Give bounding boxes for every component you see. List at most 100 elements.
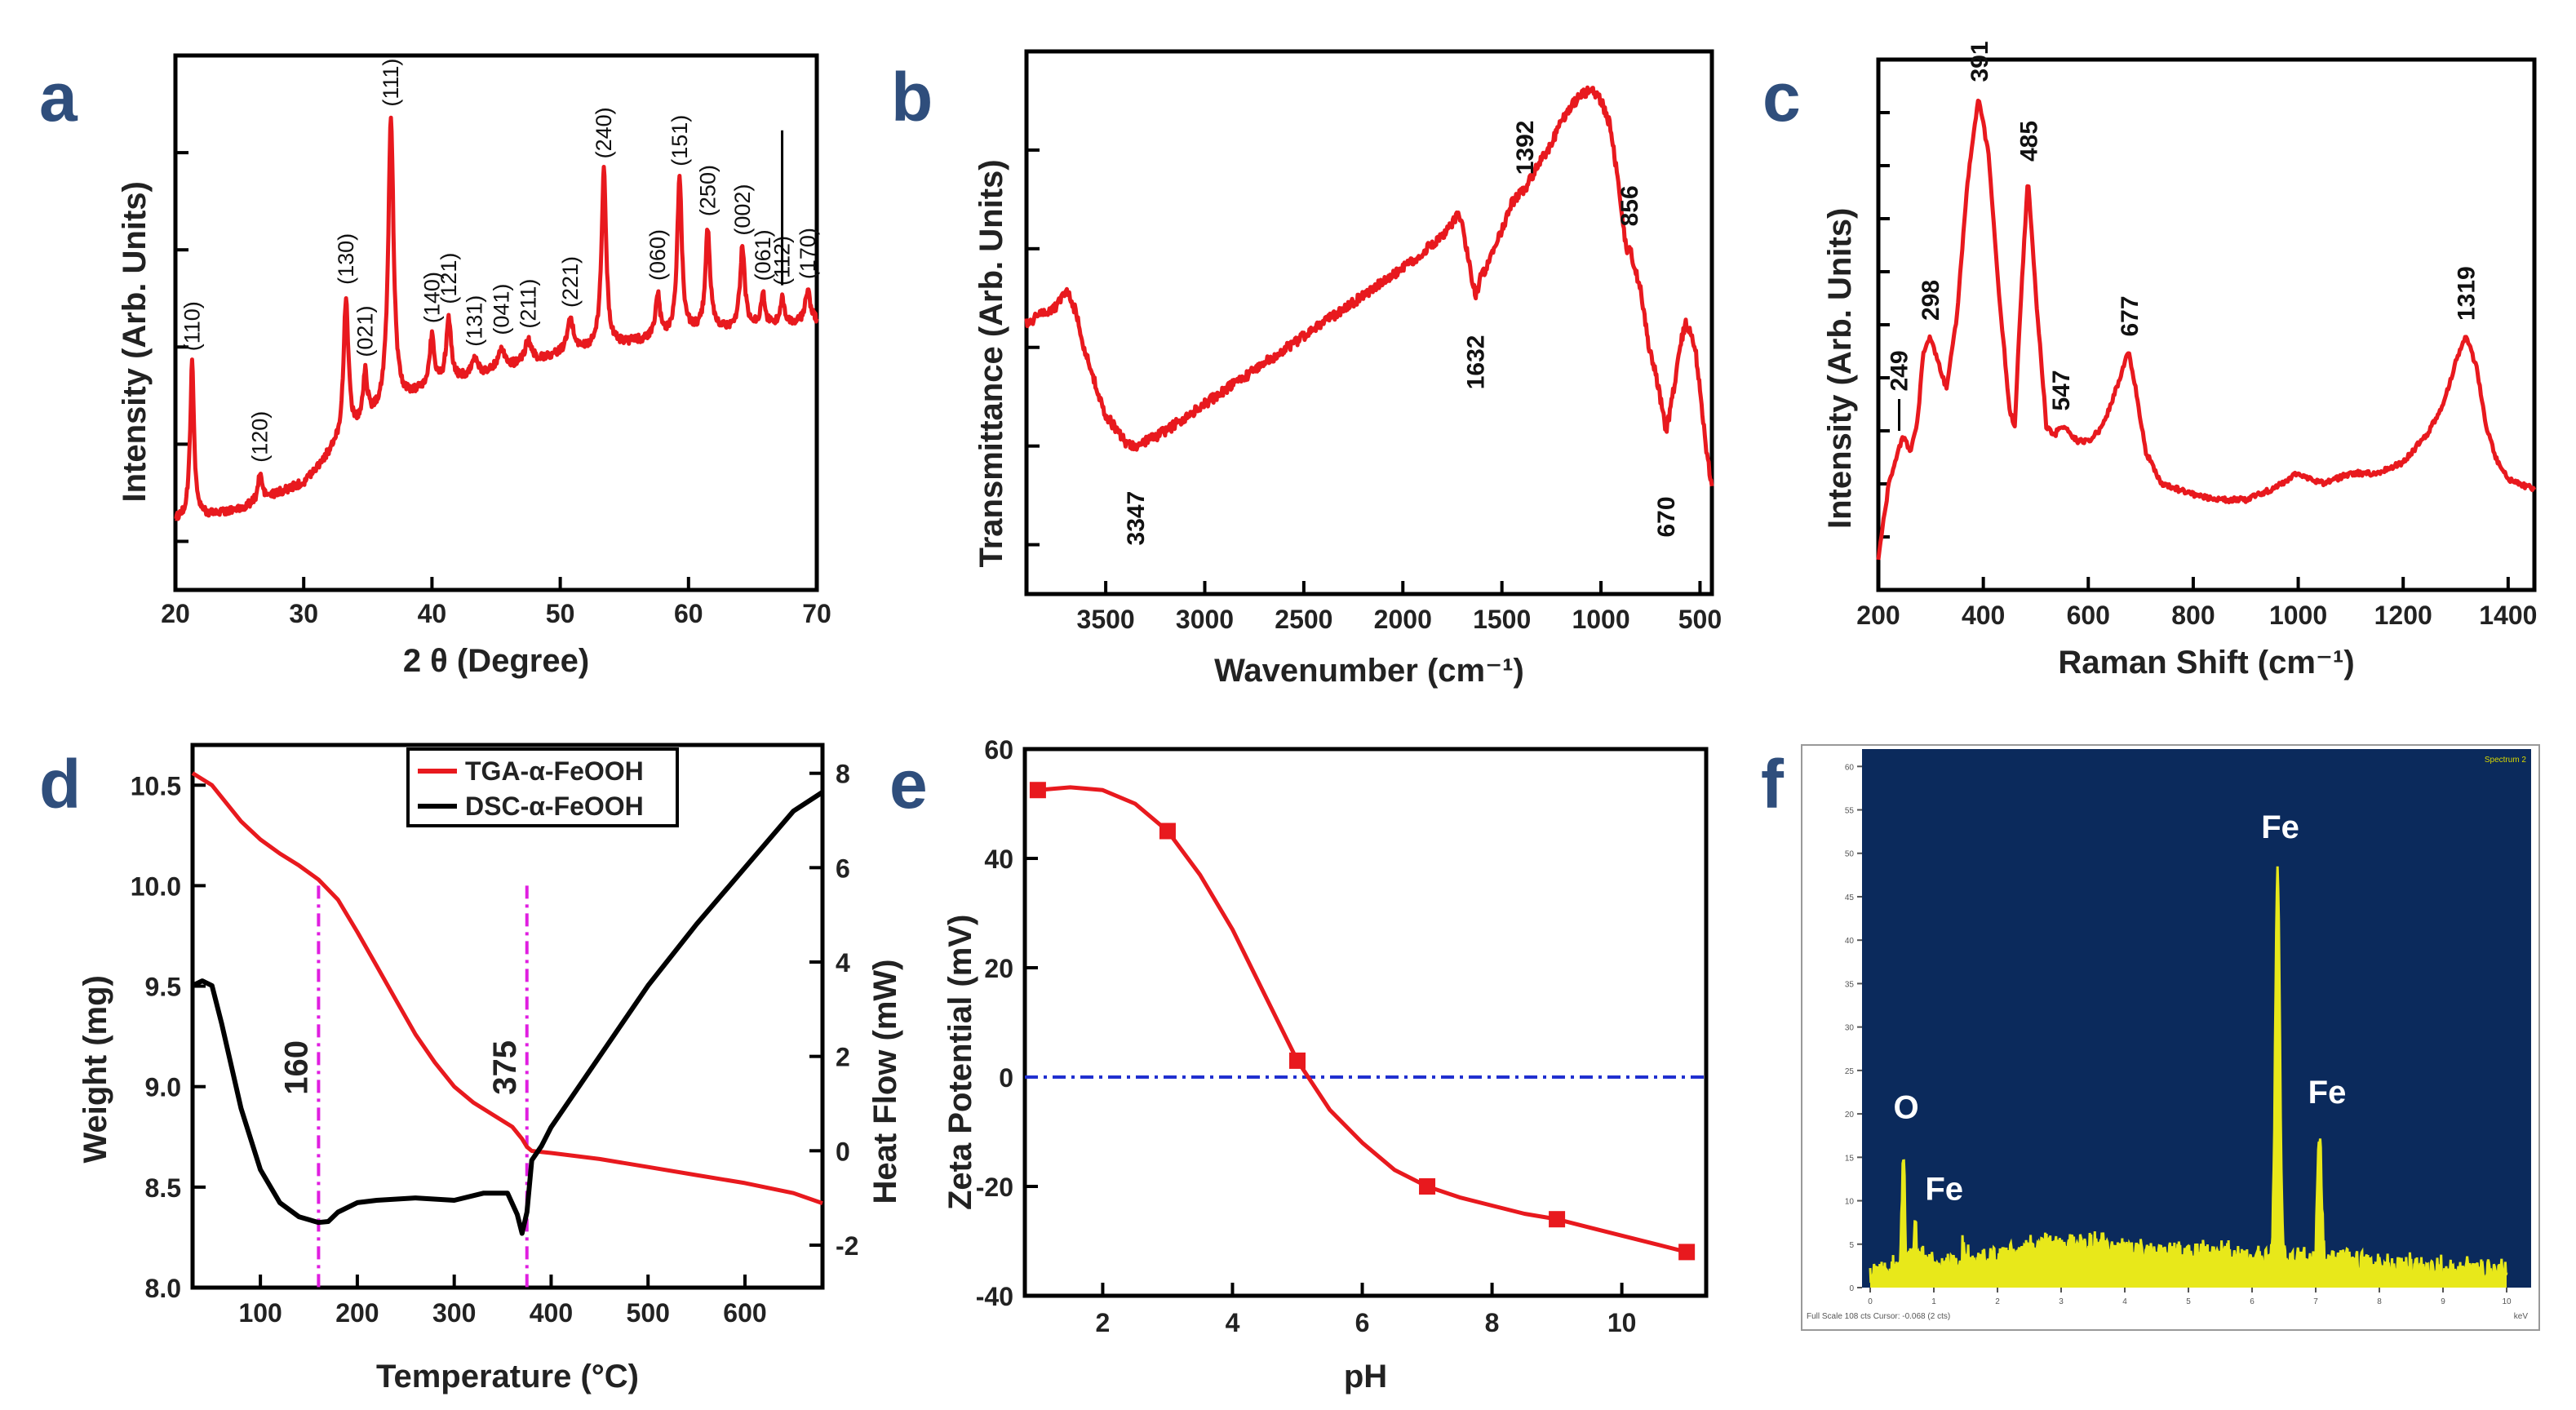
peak-label: (151) <box>667 115 692 166</box>
x-tick-label: 6 <box>2250 1297 2255 1306</box>
y-tick-label: 60 <box>984 735 1013 765</box>
x-tick-label: 2000 <box>1374 605 1432 634</box>
panel-label: d <box>39 746 81 822</box>
peak-label: 547 <box>2048 370 2075 410</box>
x-tick-label: 70 <box>802 599 831 628</box>
x-tick-label: 3000 <box>1176 605 1234 634</box>
y-tick-label: -40 <box>976 1282 1013 1311</box>
xrd-pattern-line <box>174 115 819 521</box>
panel-label: f <box>1761 746 1785 822</box>
x-tick-label: 500 <box>627 1298 670 1328</box>
panel-label: c <box>1762 59 1801 135</box>
x-tick-label: 5 <box>2186 1297 2191 1306</box>
x-tick-label: 1400 <box>2479 601 2537 630</box>
x-tick-label: 0 <box>1868 1297 1873 1306</box>
x-tick-label: 4 <box>2122 1297 2127 1306</box>
x-tick-label: 20 <box>161 599 190 628</box>
x-tick-label: 600 <box>723 1298 766 1328</box>
x-tick-label: 2 <box>1096 1308 1111 1337</box>
peak-label: 391 <box>1966 41 1993 82</box>
peak-label: 677 <box>2117 295 2144 336</box>
x-tick-label: 200 <box>335 1298 379 1328</box>
y-axis-label: Transmittance (Arb. Units) <box>973 159 1009 567</box>
plot-frame <box>1022 747 1709 1298</box>
y-axis-label: Intensity (Arb. Units) <box>1822 208 1858 529</box>
peak-label: (170) <box>796 228 820 279</box>
x-axis-label: Wavenumber (cm⁻¹) <box>1214 653 1524 689</box>
x-tick-label: 6 <box>1355 1308 1370 1337</box>
eds-peak-label: O <box>1894 1090 1919 1126</box>
x-tick-label: 3 <box>2059 1297 2064 1306</box>
panel-label: b <box>891 59 933 135</box>
eds-peak-label: Fe <box>1925 1171 1963 1207</box>
x-axis-label: Raman Shift (cm⁻¹) <box>2058 645 2354 681</box>
panel-d-tga-dsc-chart: d 100 200 300 400 500 600 8.0 8.5 9.0 9.5 10.0 10.5 -… <box>39 743 903 1394</box>
x-axis-label: Temperature (°C) <box>376 1359 639 1394</box>
panel-a-xrd-chart: a 20 30 40 50 60 70 (110) (120) (130) (021) (111) (1… <box>39 53 831 679</box>
zeta-data-point <box>1678 1244 1696 1261</box>
y-tick-label: 8.5 <box>145 1173 181 1203</box>
y-tick-label: 5 <box>1849 1241 1854 1250</box>
y-tick-label: 20 <box>1845 1111 1855 1120</box>
legend-label-dsc: DSC-α-FeOOH <box>465 791 644 821</box>
y-axis-label: Weight (mg) <box>78 975 113 1163</box>
x-tick-label: 100 <box>238 1298 282 1328</box>
x-tick-label: 400 <box>1962 601 2005 630</box>
x-tick-label: 10 <box>2502 1297 2512 1306</box>
peak-label: (140) <box>419 272 444 323</box>
y-tick-label: 55 <box>1845 807 1855 816</box>
footer-readout: Full Scale 108 cts Cursor: -0.068 (2 cts… <box>1807 1312 1950 1321</box>
ftir-spectrum-line <box>1024 85 1714 487</box>
zeta-fit-line <box>1037 785 1687 1254</box>
x-tick-label: 50 <box>546 599 575 628</box>
y-tick-label: 25 <box>1845 1067 1855 1076</box>
panel-e-zeta-chart: e 2 4 6 8 10 -40 -20 0 20 40 60 pH Zeta Potential (mV… <box>889 735 1709 1394</box>
x-tick-label: 500 <box>1678 605 1722 634</box>
zeta-data-point <box>1159 822 1176 840</box>
x-tick-label: 30 <box>289 599 318 628</box>
peak-label: (211) <box>516 279 540 329</box>
x-tick-label: 2500 <box>1275 605 1332 634</box>
peak-label: (041) <box>489 284 513 335</box>
x-tick-label: 600 <box>2067 601 2110 630</box>
plot-frame <box>190 743 825 1290</box>
y-right-tick-label: 0 <box>836 1137 850 1166</box>
y-right-tick-label: 8 <box>836 760 850 789</box>
x-tick-label: 9 <box>2441 1297 2445 1306</box>
x-tick-label: 1000 <box>1572 605 1629 634</box>
peak-label: (131) <box>462 295 486 347</box>
x-tick-label: 60 <box>674 599 703 628</box>
x-axis-label: pH <box>1344 1359 1387 1394</box>
peak-label: 670 <box>1653 496 1680 537</box>
y-tick-label: 0 <box>1849 1284 1854 1293</box>
panel-b-ftir-chart: b 3500 3000 2500 2000 1500 1000 500 3347 1632 1392… <box>891 49 1722 689</box>
x-axis-label: 2 θ (Degree) <box>403 643 589 679</box>
y-axis-label: Zeta Potential (mV) <box>942 915 978 1210</box>
y-tick-label: 50 <box>1845 850 1855 859</box>
y-tick-label: 60 <box>1845 763 1855 772</box>
eds-peak-label: Fe <box>2261 809 2299 845</box>
plot-frame <box>1876 57 2537 592</box>
y-right-axis-label: Heat Flow (mW) <box>867 960 903 1204</box>
y-tick-label: 9.0 <box>145 1073 181 1102</box>
x-tick-label: 8 <box>1485 1308 1500 1337</box>
y-tick-label: -20 <box>976 1173 1013 1202</box>
y-tick-label: 0 <box>999 1063 1013 1093</box>
x-tick-label: 3500 <box>1077 605 1135 634</box>
y-tick-label: 20 <box>984 954 1013 983</box>
legend-box <box>406 747 679 827</box>
peak-label: (240) <box>592 107 616 158</box>
x-tick-label: 2 <box>1995 1297 2000 1306</box>
energy-unit-label: keV <box>2514 1312 2529 1321</box>
peak-label: 298 <box>1918 280 1944 321</box>
y-tick-label: 40 <box>1845 937 1855 946</box>
y-right-tick-label: 4 <box>836 948 850 978</box>
y-tick-label: 9.5 <box>145 973 181 1002</box>
y-tick-label: 10.0 <box>131 871 181 901</box>
x-tick-label: 1200 <box>2374 601 2432 630</box>
zeta-data-point <box>1029 782 1046 799</box>
x-tick-label: 1000 <box>2269 601 2327 630</box>
x-tick-label: 300 <box>432 1298 476 1328</box>
